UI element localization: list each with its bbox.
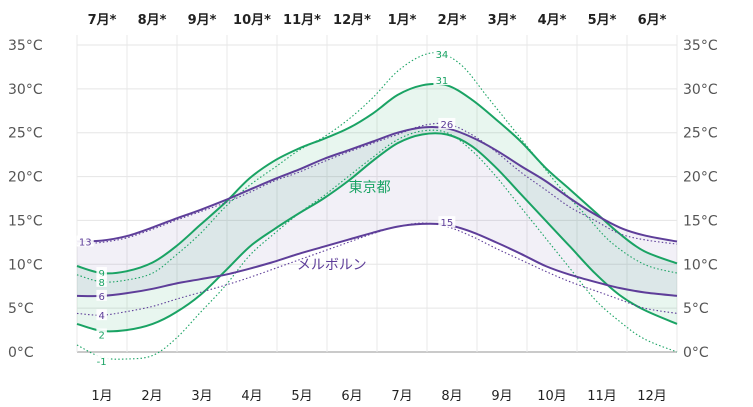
y-tick-label-left: 30°C: [8, 82, 43, 98]
annotation-label: 15: [440, 218, 453, 229]
top-month-label: 2月*: [438, 13, 467, 28]
bottom-month-label: 9月: [491, 389, 512, 404]
bottom-month-label: 1月: [91, 389, 112, 404]
series-high-line: [76, 125, 678, 243]
label-layer: 98 2 -1 34 31 東京都 13 6 4 26 15 メルボルン: [76, 47, 456, 368]
annotation-label: 26: [440, 120, 453, 131]
annotation-bg: [96, 275, 107, 287]
top-month-label: 6月*: [638, 13, 667, 28]
series-low-line: [76, 132, 678, 333]
y-tick-label-right: 25°C: [683, 126, 718, 142]
series-name-label: 東京都: [349, 180, 391, 196]
y-tick-label-left: 20°C: [8, 170, 43, 186]
y-tick-label-left: 35°C: [8, 38, 43, 54]
annotation-label: 31: [436, 76, 449, 87]
area-layer: [77, 83, 677, 332]
top-month-label: 5月*: [588, 13, 617, 28]
y-tick-label-left: 10°C: [8, 257, 43, 273]
y-tick-label-right: 10°C: [683, 257, 718, 273]
y-tick-label-right: 15°C: [683, 213, 718, 229]
bottom-month-label: 11月: [587, 389, 617, 404]
bottom-month-label: 3月: [191, 389, 212, 404]
top-month-label: 7月*: [88, 13, 117, 28]
series-high-extreme-line: [76, 52, 678, 283]
series-low-line: [76, 222, 678, 298]
annotation-bg: [96, 289, 107, 301]
series-low-extreme-line: [76, 129, 678, 360]
bottom-month-label: 2月: [141, 389, 162, 404]
y-tick-label-right: 0°C: [683, 345, 709, 361]
y-tick-label-right: 35°C: [683, 38, 718, 54]
annotation-label: 34: [436, 50, 449, 61]
bottom-month-label: 4月: [241, 389, 262, 404]
annotation-label: 6: [98, 292, 104, 303]
annotation-bg: [438, 216, 456, 228]
y-tick-label-left: 0°C: [8, 345, 34, 361]
top-month-label: 11月*: [283, 13, 321, 28]
annotation-bg: [96, 267, 107, 279]
top-month-label: 1月*: [388, 13, 417, 28]
y-tick-label-right: 30°C: [683, 82, 718, 98]
annotation-bg: [76, 235, 94, 247]
annotation-bg: [93, 354, 111, 366]
annotation-bg: [96, 309, 107, 321]
series-band: [77, 83, 677, 332]
bottom-month-label: 5月: [291, 389, 312, 404]
series-high-extreme-line: [76, 122, 678, 245]
annotation-label: 13: [79, 237, 92, 248]
annotation-label: 9: [98, 269, 104, 280]
bottom-month-label: 7月: [391, 389, 412, 404]
annotation-bg: [433, 74, 451, 86]
series-band: [77, 126, 677, 297]
axis-layer: 0°C 0°C 5°C 5°C 10°C 10°C 15°C 15°C 20°C 20°C 25°C…: [8, 13, 718, 404]
top-month-label: 3月*: [488, 13, 517, 28]
annotation-label: -1: [97, 357, 107, 368]
y-tick-label-right: 20°C: [683, 170, 718, 186]
series-name-label: メルボルン: [297, 257, 367, 273]
top-month-label: 9月*: [188, 13, 217, 28]
y-tick-label-left: 5°C: [8, 301, 34, 317]
annotation-label: 2: [98, 330, 104, 341]
bottom-month-label: 8月: [441, 389, 462, 404]
top-month-label: 10月*: [233, 13, 271, 28]
y-tick-label-left: 25°C: [8, 126, 43, 142]
top-month-label: 8月*: [138, 13, 167, 28]
top-month-label: 4月*: [538, 13, 567, 28]
line-layer: [76, 52, 678, 360]
y-tick-label-left: 15°C: [8, 213, 43, 229]
annotation-bg: [438, 117, 456, 129]
bottom-month-label: 12月: [637, 389, 667, 404]
y-tick-label-right: 5°C: [683, 301, 709, 317]
top-month-label: 12月*: [333, 13, 371, 28]
annotation-label: 4: [98, 311, 104, 322]
series-high-line: [76, 82, 678, 275]
annotation-bg: [433, 47, 451, 59]
annotation-label: 8: [98, 278, 104, 289]
annotation-bg: [96, 328, 107, 340]
bottom-month-label: 10月: [537, 389, 567, 404]
bottom-month-label: 6月: [341, 389, 362, 404]
